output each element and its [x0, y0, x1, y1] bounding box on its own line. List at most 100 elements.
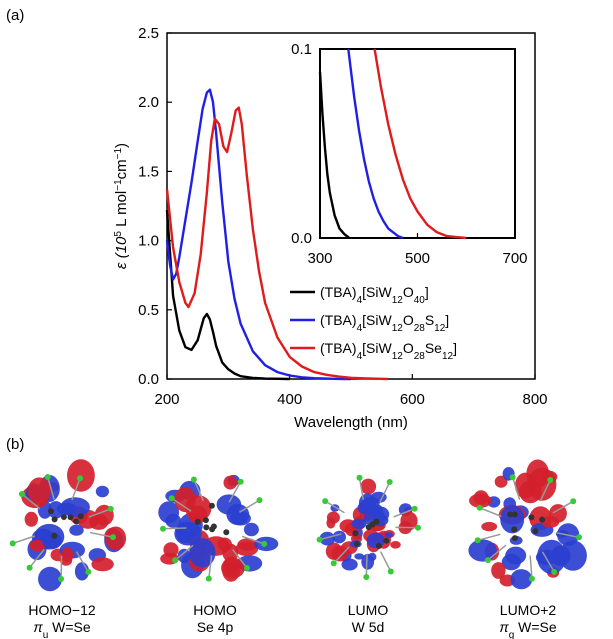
w-atom: [353, 540, 360, 547]
bond: [193, 479, 205, 502]
orbital-lobe: [354, 553, 365, 560]
bond: [529, 555, 533, 579]
orbital-lobe: [468, 539, 497, 562]
bond: [365, 554, 368, 577]
w-atom: [67, 514, 74, 521]
orbital-lobe: [235, 541, 259, 557]
orbital-lobe: [384, 532, 393, 538]
orbital-lobe: [174, 486, 196, 513]
se-atom: [160, 525, 166, 532]
orbital-3: [316, 474, 421, 580]
legend-entry: (TBA)4[SiW12O28S12]: [320, 312, 449, 334]
se-atom: [172, 557, 179, 564]
se-atom: [205, 575, 212, 582]
orbital-name: LUMO+2: [500, 602, 557, 618]
se-atom: [237, 478, 244, 485]
se-atom: [411, 505, 418, 512]
bond: [539, 479, 551, 502]
w-atom: [73, 518, 80, 525]
w-atom: [77, 513, 84, 520]
bond: [511, 477, 521, 500]
orbital-lobe: [510, 569, 533, 590]
orbital-lobe: [29, 539, 46, 552]
w-atom: [51, 516, 58, 523]
bond: [552, 500, 574, 514]
se-atom: [322, 498, 329, 505]
w-atom: [223, 529, 230, 536]
orbital-lobe: [221, 557, 245, 579]
orbital-name: LUMO: [348, 602, 389, 618]
inset-x-ticks: 300 500 700: [307, 233, 528, 267]
se-atom: [547, 477, 554, 483]
orbital-4: [468, 459, 587, 590]
orbital-lobe: [217, 537, 232, 551]
bond: [208, 555, 213, 579]
bond: [75, 551, 89, 573]
orbital-lobe: [27, 477, 51, 505]
main-x-ticks: 200 400 600 800: [154, 374, 548, 408]
orbital-lobe: [366, 532, 385, 549]
bond: [29, 548, 45, 569]
y-tick-label: 0.0: [138, 371, 159, 388]
w-atom: [532, 528, 539, 535]
series-line-2: [373, 48, 467, 240]
se-atom: [576, 534, 582, 541]
w-atom: [383, 537, 390, 544]
x-tick-label: 700: [502, 250, 527, 267]
w-atom: [511, 526, 518, 533]
se-atom: [528, 575, 535, 582]
orbital-lobe: [390, 541, 401, 549]
se-atom: [244, 565, 250, 571]
bond: [228, 481, 242, 503]
orbital-lobe: [230, 511, 251, 526]
y-tick-label: 0.5: [138, 302, 159, 319]
series-line-2: [165, 106, 388, 381]
bond: [46, 476, 55, 500]
orbital-lobe: [243, 522, 259, 537]
orbital-lobe: [24, 511, 38, 527]
orbital-lobe: [91, 557, 114, 572]
se-atom: [44, 474, 51, 480]
w-atom: [203, 524, 210, 531]
w-atom: [511, 511, 518, 518]
bond: [479, 507, 502, 518]
series-line-0: [165, 210, 290, 381]
y-tick-label: 1.0: [138, 233, 159, 250]
orbital-lobe: [515, 472, 536, 499]
main-series: [165, 88, 388, 381]
se-atom: [476, 504, 483, 511]
orbital-1: [9, 459, 127, 592]
main-plot: 200 400 600 800 0.0 0.5 1.0 1.5 2.0 2.5 Waveleng…: [113, 25, 548, 431]
y-tick-label: 2.5: [138, 25, 159, 42]
legend: (TBA)4[SiW12O40] (TBA)4[SiW12O28S12] (TBA)…: [290, 284, 457, 362]
legend-entry: (TBA)4[SiW12O28Se12]: [320, 340, 457, 362]
bond: [12, 535, 36, 545]
orbital-lobe: [177, 548, 191, 564]
w-atom: [210, 523, 217, 530]
se-atom: [107, 505, 114, 512]
y-axis-label: ε (105 L mol−1cm−1): [113, 143, 131, 269]
se-atom: [484, 557, 491, 564]
orbital-lobe: [326, 517, 336, 529]
x-tick-label: 500: [405, 250, 430, 267]
orbital-2: [158, 474, 279, 582]
se-atom: [415, 524, 421, 531]
w-atom: [507, 511, 514, 518]
bond: [324, 500, 345, 514]
orbital-lobe: [61, 547, 74, 563]
bond: [21, 493, 41, 510]
y-tick-label: 2.0: [138, 94, 159, 111]
se-atom: [386, 479, 393, 485]
main-y-ticks: 0.0 0.5 1.0 1.5 2.0 2.5: [138, 25, 172, 388]
orbital-lobe: [505, 546, 527, 565]
orbital-lobe: [89, 514, 109, 530]
bond: [319, 533, 342, 541]
w-atom: [48, 508, 54, 515]
bond: [239, 499, 260, 513]
w-atom: [375, 543, 382, 549]
w-atom: [352, 530, 359, 537]
bond: [555, 531, 580, 539]
bond: [89, 531, 114, 538]
se-atom: [387, 568, 394, 575]
